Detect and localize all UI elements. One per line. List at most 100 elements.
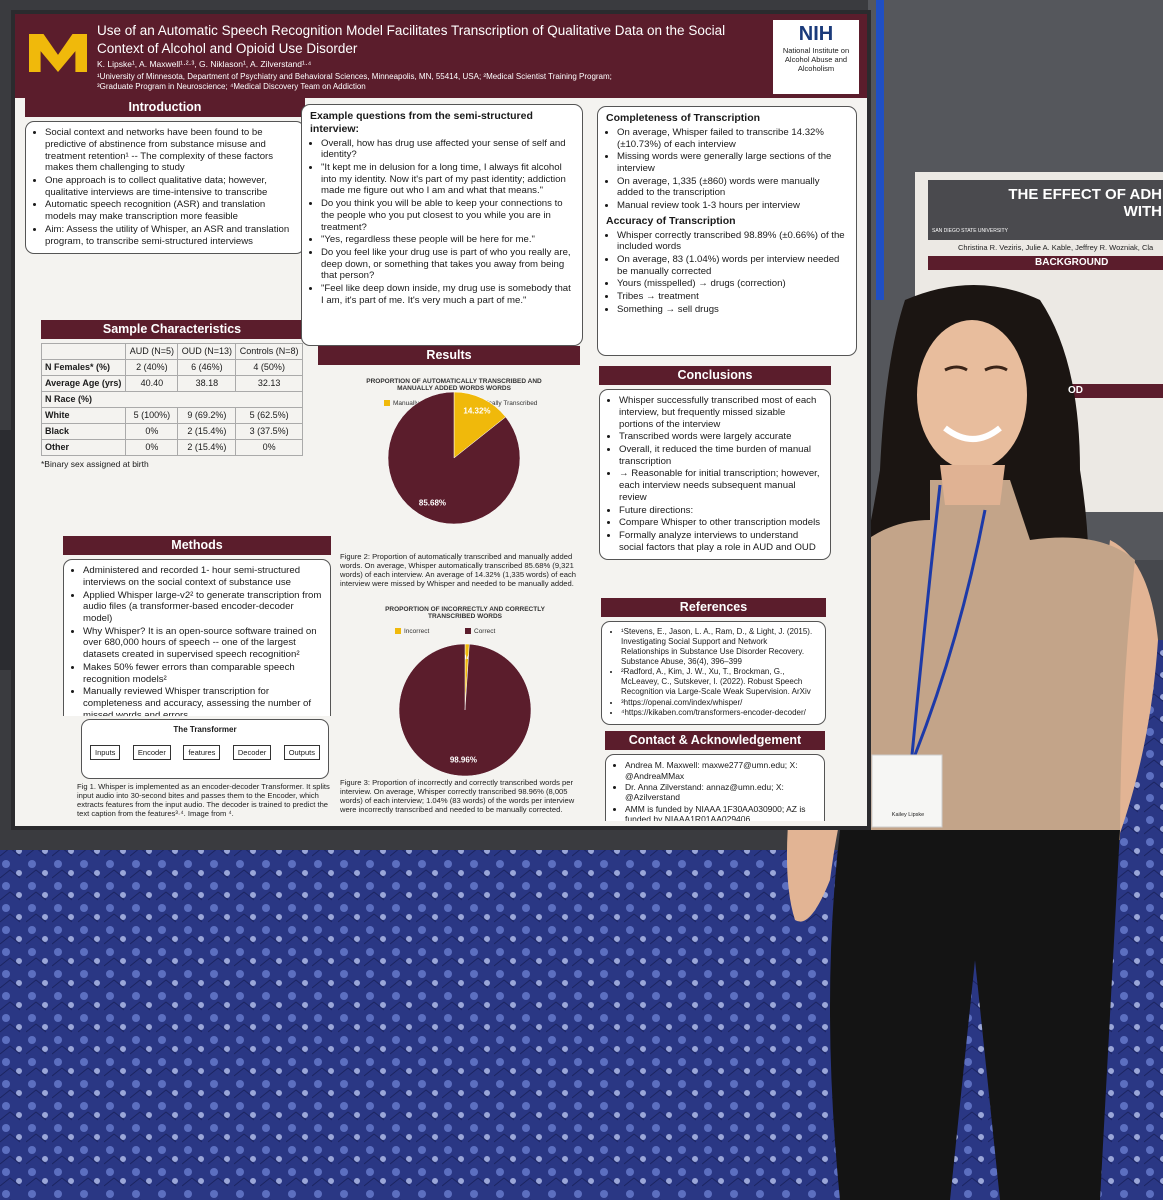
- post: [876, 0, 884, 300]
- bullet-list: Social context and networks have been fo…: [34, 127, 296, 247]
- bullet-list: Whisper successfully transcribed most of…: [608, 395, 822, 553]
- title: Use of an Automatic Speech Recognition M…: [97, 23, 726, 56]
- section-heading: Example questions from the semi-structur…: [310, 110, 533, 135]
- bullet: AMM is funded by NIAAA 1F30AA030900; AZ …: [625, 804, 816, 821]
- section-heading: Introduction: [25, 98, 305, 118]
- bullet: One approach is to collect qualitative d…: [45, 175, 296, 198]
- bullet: On average, 83 (1.04%) words per intervi…: [617, 254, 848, 277]
- diagram-node: Encoder: [132, 744, 171, 760]
- section-body: Administered and recorded 1- hour semi-s…: [63, 559, 331, 716]
- table-row: Other 0% 2 (15.4%) 0%: [41, 439, 303, 457]
- data-label: 98.96%: [450, 755, 477, 764]
- bullet: Compare Whisper to other transcription m…: [619, 517, 822, 529]
- table-cell: 0%: [235, 439, 303, 457]
- diagram-node: Inputs: [90, 744, 121, 760]
- table-row: N Females* (%) 2 (40%) 6 (46%) 4 (50%): [41, 359, 303, 377]
- pie-slice: [387, 391, 521, 525]
- neighbor-heading: BACKGROUND: [1035, 257, 1109, 268]
- section-heading: Conclusions: [599, 366, 831, 386]
- lanyard: [910, 484, 987, 756]
- figure-caption: Fig 1. Whisper is implemented as an enco…: [77, 782, 330, 819]
- bullet: Administered and recorded 1- hour semi-s…: [83, 565, 322, 588]
- bullet: Makes 50% fewer errors than comparable s…: [83, 662, 322, 685]
- section-heading: Contact & Acknowledgement: [605, 731, 825, 751]
- bullet: Social context and networks have been fo…: [45, 127, 296, 174]
- data-label: 85.68%: [419, 499, 446, 508]
- legend-label: Automatically Transcribed: [463, 400, 538, 407]
- neighbor-bar: [928, 256, 1163, 270]
- eyes: [944, 365, 1008, 372]
- table-cell: Other: [41, 439, 127, 457]
- bullet: Automatic speech recognition (ASR) and t…: [45, 199, 296, 222]
- bullet: Manual review took 1-3 hours per intervi…: [617, 200, 848, 212]
- poster-header: Use of an Automatic Speech Recognition M…: [15, 14, 867, 98]
- diagram-nodes: Inputs Encoder features Decoder Outputs: [90, 744, 320, 760]
- table-cell: 2 (15.4%): [177, 439, 237, 457]
- diagram-title: The Transformer: [173, 725, 237, 734]
- bullet: Tribes → treatment: [617, 291, 848, 303]
- section-heading: Results: [318, 346, 580, 366]
- section-heading: Methods: [63, 536, 331, 556]
- bullet: Something → sell drugs: [617, 304, 848, 316]
- diagram-node: Outputs: [283, 744, 320, 760]
- bullet: "Feel like deep down inside, my drug use…: [321, 283, 574, 306]
- table-row: Black 0% 2 (15.4%) 3 (37.5%): [41, 423, 303, 441]
- bullet: Whisper successfully transcribed most of…: [619, 395, 822, 430]
- smile: [943, 425, 1002, 442]
- table-row: AUD (N=5) OUD (N=13) Controls (N=8): [41, 343, 303, 361]
- caption-text: Figure 3: Proportion of incorrectly and …: [340, 778, 575, 815]
- intro: Introduction Social context and networks …: [25, 98, 305, 320]
- bullet: Dr. Anna Zilverstand: annaz@umn.edu; X: …: [625, 782, 816, 803]
- table-row: White 5 (100%) 9 (69.2%) 5 (62.5%): [41, 407, 303, 425]
- diagram-node: features: [183, 744, 221, 760]
- bullet: ⁴https://kikaben.com/transformers-encode…: [621, 708, 817, 718]
- bullet-list: Andrea M. Maxwell: maxwe277@umn.edu; X: …: [614, 760, 816, 821]
- section-body: Whisper successfully transcribed most of…: [599, 389, 831, 561]
- chart-title-text: PROPORTION OF AUTOMATICALLY TRANSCRIBED …: [366, 378, 542, 392]
- bullet: Formally analyze interviews to understan…: [619, 530, 822, 553]
- note: *Binary sex assigned at birth: [41, 459, 149, 470]
- bullet: Do you think you will be able to keep yo…: [321, 198, 574, 233]
- data-label: 1.04%: [455, 653, 478, 662]
- pie-slice: [398, 643, 532, 777]
- bullet: Whisper correctly transcribed 98.89% (±0…: [617, 230, 848, 253]
- bullet-list: Whisper correctly transcribed 98.89% (±0…: [606, 230, 848, 316]
- badge: [871, 754, 943, 828]
- neighbor-authors: Christina R. Veziris, Julie A. Kable, Je…: [958, 243, 1154, 252]
- table-cell: White: [41, 407, 127, 425]
- legend-swatch: [395, 628, 401, 634]
- bullet: ²Radford, A., Kim, J. W., Xu, T., Brockm…: [621, 667, 817, 696]
- nih-name: National Institute on Alcohol Abuse and …: [782, 46, 850, 73]
- bullet: ¹Stevens, E., Jason, L. A., Ram, D., & L…: [621, 627, 817, 666]
- bullet: Overall, it reduced the time burden of m…: [619, 444, 822, 467]
- subsection: Accuracy of Transcription Whisper correct…: [606, 215, 848, 316]
- bullet: Missing words were generally large secti…: [617, 151, 848, 174]
- pants: [830, 830, 1120, 1200]
- affiliation: ³Graduate Program in Neuroscience; ⁴Medi…: [97, 82, 366, 92]
- section-heading: Sample Characteristics: [41, 320, 303, 340]
- chart-caption: Figure 2: Proportion of automatically tr…: [340, 552, 576, 588]
- neighbor-title: THE EFFECT OF ADH WITH: [932, 186, 1162, 220]
- nih-logo: NIH National Institute on Alcohol Abuse …: [773, 20, 859, 94]
- affiliation: ¹University of Minnesota, Department of …: [97, 72, 612, 81]
- completeness: Completeness of Transcription On average,…: [597, 106, 857, 356]
- bullet: Applied Whisper large-v2² to generate tr…: [83, 590, 322, 625]
- pie-slice: [453, 391, 507, 459]
- neighbor-heading: OD: [1068, 385, 1083, 396]
- references: References ¹Stevens, E., Jason, L. A., Ra…: [601, 598, 826, 728]
- section-body: Andrea M. Maxwell: maxwe277@umn.edu; X: …: [605, 754, 825, 821]
- bullet: ³https://openai.com/index/whisper/: [621, 698, 817, 708]
- diagram-node: Decoder: [232, 744, 272, 760]
- subsection: Completeness of Transcription On average,…: [606, 112, 848, 212]
- section-body: ¹Stevens, E., Jason, L. A., Ram, D., & L…: [601, 621, 826, 725]
- bullet: Transcribed words were largely accurate: [619, 431, 822, 443]
- bullet-list: Administered and recorded 1- hour semi-s…: [72, 565, 322, 716]
- neighbor-header: [928, 180, 1163, 240]
- bullet: Manually reviewed Whisper transcription …: [83, 686, 322, 716]
- section-heading: Completeness of Transcription: [606, 112, 761, 124]
- bullet: On average, 1,335 (±860) words were manu…: [617, 176, 848, 199]
- bullet: Do you feel like your drug use is part o…: [321, 247, 574, 282]
- authors: K. Lipske¹, A. Maxwell¹·²·³, G. Niklason…: [97, 59, 312, 69]
- neck: [940, 465, 1005, 505]
